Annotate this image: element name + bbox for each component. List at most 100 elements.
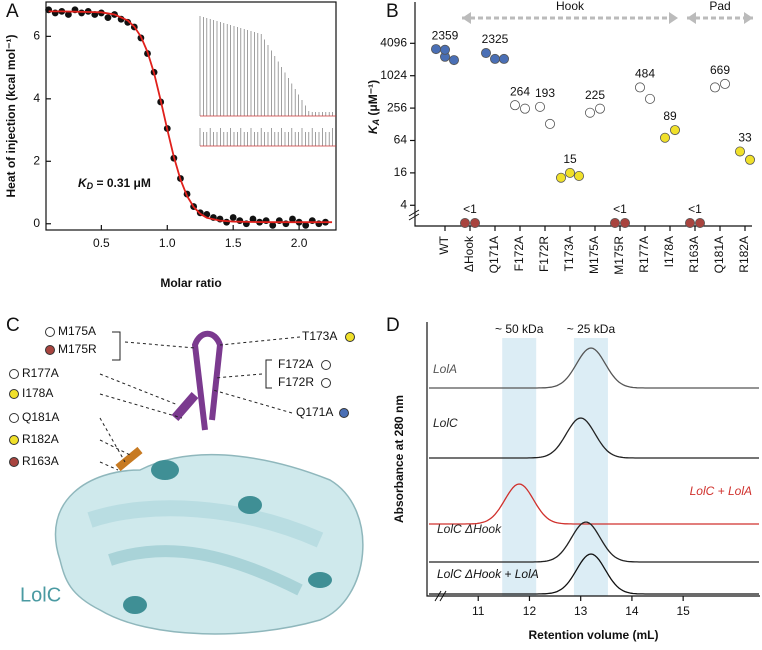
band-label: ~ 50 kDa — [495, 322, 544, 336]
value-label: 484 — [635, 67, 655, 81]
chromatogram-trace — [429, 417, 759, 459]
data-point — [565, 167, 576, 178]
mutant-marker — [9, 369, 19, 379]
value-label: <1 — [613, 202, 627, 216]
mutant-marker — [9, 457, 19, 467]
axes — [426, 322, 760, 597]
y-axis-label: KA (μM⁻¹) — [366, 80, 381, 134]
mutant-label: I178A — [22, 386, 53, 400]
x-axis-label: Molar ratio — [160, 276, 221, 290]
data-point — [269, 221, 277, 229]
data-point — [480, 48, 491, 59]
value-label: 193 — [535, 86, 555, 100]
value-label: 264 — [510, 84, 530, 98]
value-label: 2359 — [432, 28, 459, 42]
value-label: 669 — [710, 63, 730, 77]
panel-label: A — [6, 1, 19, 22]
ka-text: (μM⁻¹) — [366, 80, 380, 119]
x-tick-label: R163A — [687, 236, 701, 273]
x-tick-label: 0.5 — [93, 236, 110, 250]
data-point — [670, 125, 681, 136]
y-tick-label: 4096 — [380, 35, 407, 49]
data-point — [685, 217, 696, 228]
x-tick-label: T173A — [562, 236, 576, 271]
data-point — [489, 53, 500, 64]
axes — [414, 2, 752, 227]
x-tick-label: M175A — [587, 236, 601, 274]
data-point — [498, 53, 509, 64]
value-label: 225 — [585, 88, 605, 102]
x-tick-label: 13 — [574, 604, 588, 618]
kd-text: = 0.31 μM — [93, 176, 151, 190]
x-tick-label: 11 — [472, 604, 485, 618]
data-point — [535, 101, 546, 112]
trace-label: LolC + LolA — [690, 484, 752, 498]
mw-band — [573, 338, 608, 596]
x-tick-label: ΔHook — [462, 235, 476, 272]
value-label: 15 — [563, 152, 577, 166]
data-point — [78, 9, 85, 17]
mutant-marker — [45, 345, 55, 355]
x-tick-label: R177A — [637, 236, 651, 273]
mutant-marker — [339, 408, 349, 418]
x-tick-label: F172R — [537, 236, 551, 272]
data-point — [735, 146, 746, 157]
data-point — [65, 11, 72, 18]
y-tick-label: 64 — [394, 133, 408, 147]
chromatogram-trace — [429, 483, 759, 525]
region-label: Pad — [709, 0, 730, 13]
x-tick-label: 12 — [523, 604, 537, 618]
y-tick-label: 4 — [33, 91, 40, 105]
panel-label: B — [386, 1, 399, 22]
data-point — [545, 118, 556, 129]
chromatogram-trace — [429, 521, 759, 563]
axis-break — [408, 209, 420, 221]
x-tick-label: 15 — [676, 604, 690, 618]
panel-label: C — [6, 315, 20, 336]
x-tick-label: F172A — [512, 236, 526, 271]
ka-symbol: K — [366, 124, 380, 134]
value-label: <1 — [688, 202, 702, 216]
mutant-label: M175R — [58, 342, 97, 356]
x-tick-label: 2.0 — [291, 236, 308, 250]
x-tick-label: M175R — [612, 236, 626, 275]
region-label: Hook — [556, 0, 585, 13]
x-tick-label: 14 — [625, 604, 639, 618]
y-tick-label: 0 — [33, 216, 40, 230]
x-tick-label: Q181A — [712, 236, 726, 273]
x-tick-label: 1.5 — [225, 236, 242, 250]
data-point — [459, 217, 470, 228]
mutant-label: R163A — [22, 454, 59, 468]
data-point — [610, 217, 621, 228]
mutant-label: F172R — [278, 375, 314, 389]
fit-curve — [48, 10, 333, 224]
ka-subscript: A — [371, 119, 381, 127]
y-tick-label: 16 — [394, 165, 408, 179]
value-label: <1 — [463, 202, 477, 216]
trace-label: LolC — [433, 416, 458, 430]
value-label: 89 — [663, 109, 677, 123]
data-point — [289, 215, 296, 223]
mutant-label: Q171A — [296, 405, 333, 419]
data-point — [249, 215, 257, 223]
chromatogram-trace — [429, 347, 759, 389]
data-point — [745, 154, 756, 165]
data-point — [236, 217, 244, 225]
mutant-marker — [321, 360, 331, 370]
data-point — [695, 217, 706, 228]
trace-label: LolA — [433, 362, 457, 376]
mutant-marker — [321, 378, 331, 388]
kd-subscript: D — [87, 181, 94, 191]
mutant-label: R177A — [22, 366, 59, 380]
data-point — [660, 132, 671, 143]
x-tick-label: Q171A — [487, 236, 501, 273]
y-axis-label: Absorbance at 280 nm — [392, 395, 406, 523]
data-point — [223, 218, 230, 226]
y-tick-label: 256 — [387, 100, 407, 114]
axis-break — [434, 590, 447, 602]
y-tick-label: 2 — [33, 153, 40, 167]
x-axis-label: Retention volume (mL) — [528, 628, 658, 642]
x-tick-label: I178A — [662, 236, 676, 267]
data-point — [595, 103, 606, 114]
